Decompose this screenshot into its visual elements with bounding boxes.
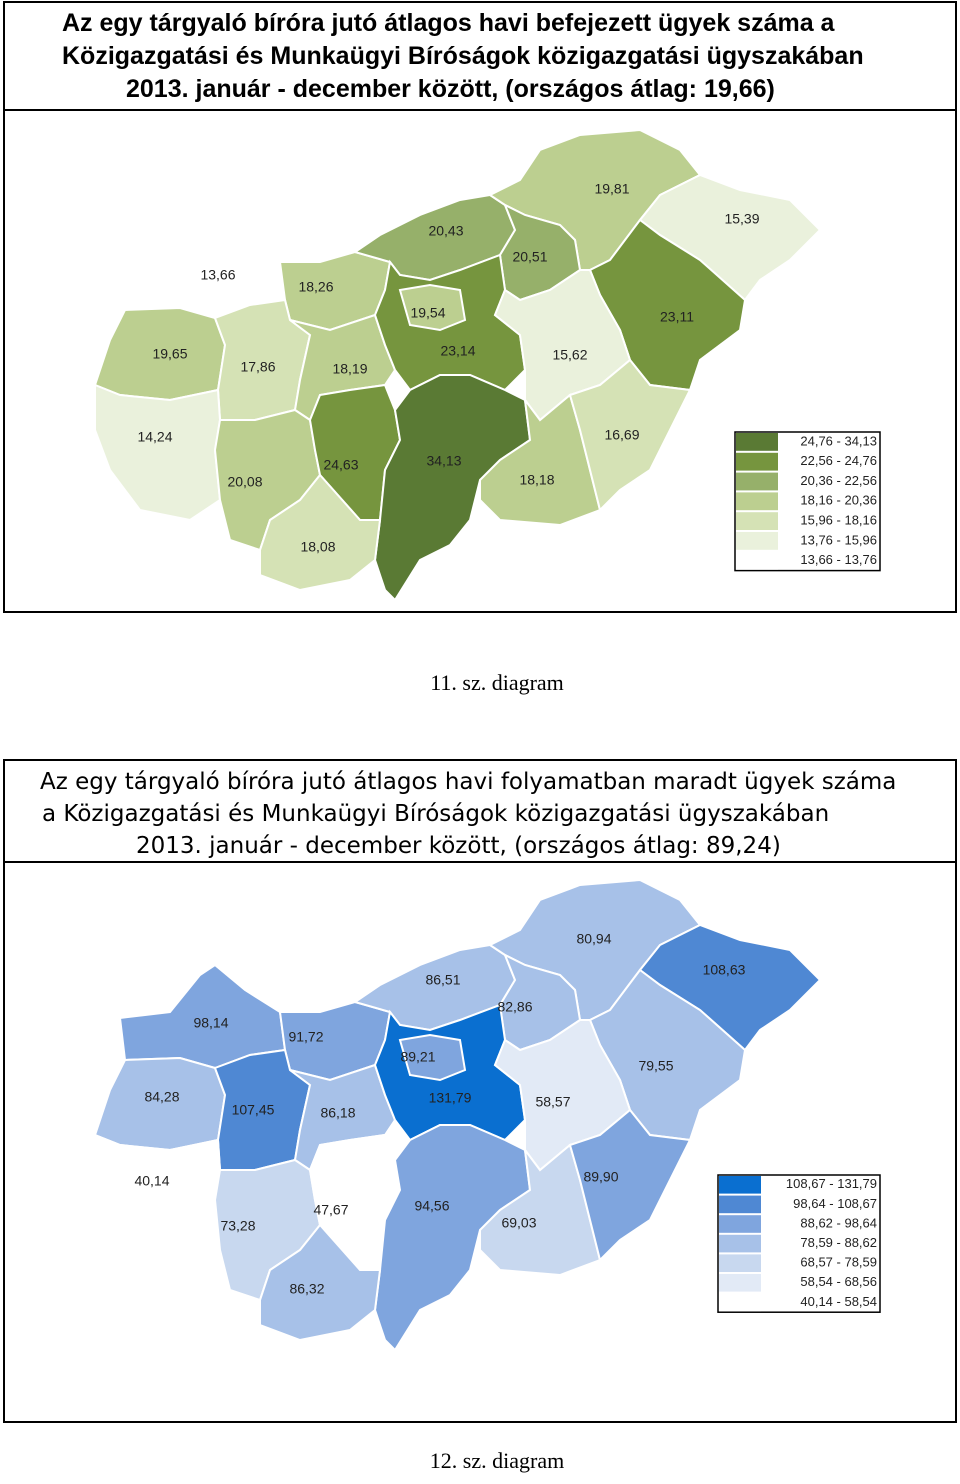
legend-swatch	[719, 1215, 761, 1233]
county	[398, 1033, 467, 1082]
region-label: 20,08	[227, 474, 262, 490]
map-title: 2013. január - december között, (országo…	[136, 833, 781, 859]
legend-swatch	[719, 1293, 761, 1312]
legend-swatch	[719, 1195, 761, 1214]
region-label: 86,18	[320, 1105, 355, 1121]
map-title: Az egy tárgyaló bíróra jutó átlagos havi…	[40, 769, 896, 795]
region-label: 80,94	[576, 931, 611, 947]
region-label: 73,28	[220, 1218, 255, 1234]
region-label: 86,51	[425, 972, 460, 988]
legend-swatch	[736, 492, 778, 511]
county	[638, 923, 822, 1052]
region-label: 16,69	[604, 427, 639, 443]
region-label: 19,65	[152, 346, 187, 362]
map-title: Közigazgatási és Munkaügyi Bíróságok köz…	[62, 42, 864, 70]
county	[568, 358, 692, 512]
region-label: 23,11	[660, 309, 694, 325]
region-label: 18,26	[298, 279, 333, 295]
legend-label: 22,56 - 24,76	[800, 453, 877, 468]
map-title: a Közigazgatási és Munkaügyi Bíróságok k…	[42, 801, 829, 827]
legend-label: 108,67 - 131,79	[786, 1176, 877, 1191]
legend-label: 78,59 - 88,62	[800, 1235, 877, 1250]
region-label: 19,54	[410, 305, 445, 321]
region-label: 94,56	[414, 1198, 449, 1214]
map-title: 2013. január - december között, (országo…	[126, 75, 775, 103]
region-label: 20,51	[512, 249, 547, 265]
region-label: 34,13	[426, 453, 461, 469]
region-label: 17,86	[240, 359, 275, 375]
legend-label: 13,66 - 13,76	[800, 552, 877, 567]
legend-swatch	[719, 1176, 761, 1194]
region-label: 15,39	[724, 211, 759, 227]
legend-swatch	[719, 1274, 761, 1292]
caption: 11. sz. diagram	[430, 670, 564, 695]
legend-swatch	[719, 1234, 761, 1253]
county	[259, 473, 382, 592]
legend-label: 88,62 - 98,64	[800, 1215, 877, 1230]
region-label: 20,43	[428, 223, 463, 239]
region-label: 24,63	[323, 457, 358, 473]
region-label: 18,19	[332, 361, 367, 377]
region-label: 15,62	[552, 347, 587, 363]
legend-swatch	[736, 472, 778, 491]
legend-label: 58,54 - 68,56	[800, 1274, 877, 1289]
region-label: 91,72	[288, 1029, 323, 1045]
legend-label: 98,64 - 108,67	[793, 1196, 877, 1211]
region-label: 107,45	[232, 1102, 275, 1118]
region-label: 79,55	[638, 1058, 673, 1074]
region-label: 84,28	[144, 1089, 179, 1105]
region-label: 131,79	[429, 1090, 472, 1106]
region-label: 40,14	[134, 1173, 169, 1189]
legend-swatch	[736, 532, 778, 550]
legend-label: 13,76 - 15,96	[800, 532, 877, 547]
region-label: 47,67	[313, 1202, 348, 1218]
legend-label: 68,57 - 78,59	[800, 1255, 877, 1270]
county	[398, 283, 467, 332]
legend-label: 20,36 - 22,56	[800, 473, 877, 488]
region-label: 89,90	[583, 1169, 618, 1185]
region-label: 14,24	[137, 429, 172, 445]
county	[373, 1124, 532, 1352]
county	[259, 1223, 382, 1342]
region-label: 98,14	[193, 1015, 228, 1031]
region-label: 19,81	[594, 181, 629, 197]
title-box	[3, 759, 957, 863]
map-title: Az egy tárgyaló bíróra jutó átlagos havi…	[62, 9, 836, 37]
region-label: 13,66	[200, 267, 235, 283]
region-label: 23,14	[440, 343, 475, 359]
legend-swatch	[719, 1254, 761, 1272]
caption: 12. sz. diagram	[430, 1448, 564, 1473]
legend-label: 18,16 - 20,36	[800, 493, 877, 508]
region-label: 58,57	[535, 1094, 570, 1110]
region-label: 82,86	[497, 999, 532, 1015]
legend-swatch	[736, 512, 778, 530]
title-box	[3, 1, 957, 111]
legend-label: 15,96 - 18,16	[800, 513, 877, 528]
region-label: 108,63	[703, 962, 746, 978]
region-label: 89,21	[400, 1049, 435, 1065]
county	[568, 1108, 692, 1262]
region-label: 69,03	[501, 1215, 536, 1231]
legend-swatch	[736, 551, 778, 570]
county	[638, 173, 822, 302]
county	[373, 374, 532, 602]
region-label: 86,32	[289, 1281, 324, 1297]
legend-label: 24,76 - 34,13	[800, 433, 877, 448]
region-label: 18,08	[300, 539, 335, 555]
legend-swatch	[736, 452, 778, 471]
legend-swatch	[736, 433, 778, 451]
region-label: 18,18	[519, 472, 554, 488]
legend-label: 40,14 - 58,54	[800, 1294, 877, 1309]
